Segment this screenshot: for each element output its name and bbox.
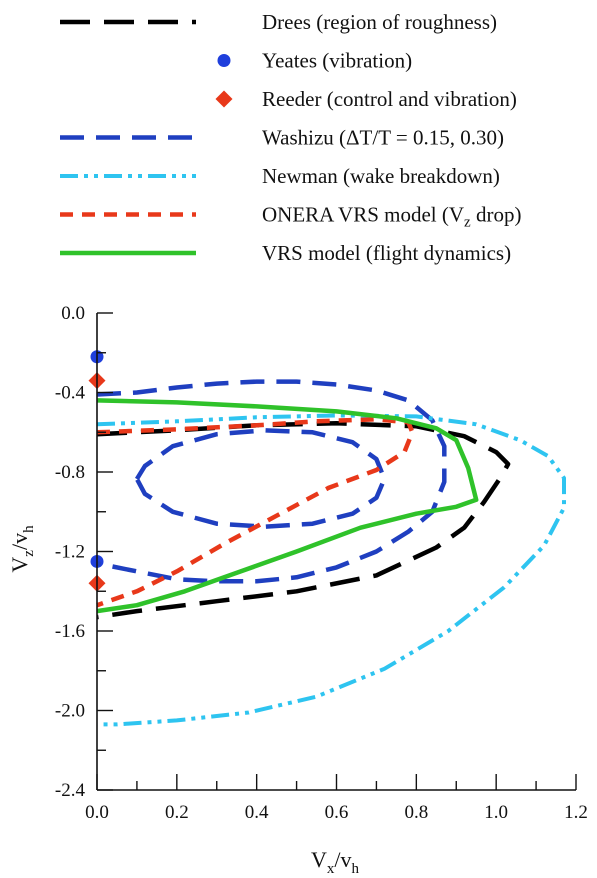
- washizu_outer-curve: [96, 379, 447, 584]
- legend-text-main: ONERA VRS model (V: [262, 203, 464, 227]
- onera-curve: [96, 417, 415, 608]
- legend-label-vrs: VRS model (flight dynamics): [262, 241, 511, 265]
- y-label-slash: /v: [7, 533, 32, 550]
- y-tick-label: -0.8: [55, 462, 85, 483]
- legend-item-washizu: Washizu (ΔT/T = 0.15, 0.30): [60, 126, 504, 150]
- y-tick-label: -1.2: [55, 542, 85, 563]
- x-tick-label: 0.4: [245, 802, 269, 823]
- legend-label-onera: ONERA VRS model (Vz drop): [262, 203, 521, 231]
- y-tick-label: -2.4: [55, 780, 86, 801]
- legend-item-drees: Drees (region of roughness): [60, 10, 497, 34]
- axes: 0.0 0.2 0.4 0.6 0.8 1.0 1.2 0.0 -0.4 -0.8 -1.2 -1.6…: [55, 303, 588, 823]
- x-label-slash: /v: [334, 847, 351, 872]
- y-axis-label: Vz/vh: [7, 525, 37, 573]
- y-tick-label: -1.6: [55, 621, 85, 642]
- legend-item-vrs: VRS model (flight dynamics): [60, 241, 511, 265]
- x-label-sub1: x: [327, 861, 335, 877]
- newman-curve: [96, 413, 566, 727]
- drees-curve: [96, 421, 511, 620]
- x-label-main: V: [311, 847, 327, 872]
- legend-label-drees: Drees (region of roughness): [262, 10, 497, 34]
- plot-area: 0.0 0.2 0.4 0.6 0.8 1.0 1.2 0.0 -0.4 -0.8 -1.2 -1.6…: [55, 303, 588, 823]
- legend-item-reeder: Reeder (control and vibration): [215, 87, 517, 111]
- legend-text-end: drop): [471, 203, 522, 227]
- legend-label-washizu: Washizu (ΔT/T = 0.15, 0.30): [262, 126, 504, 150]
- legend-item-newman: Newman (wake breakdown): [60, 164, 500, 188]
- y-label-main: V: [7, 557, 32, 573]
- y-tick-label: -2.0: [55, 701, 85, 722]
- y-tick-label: -0.4: [55, 383, 86, 404]
- series-layer: [88, 350, 566, 727]
- x-tick-label: 1.2: [564, 802, 588, 823]
- legend-label-yeates: Yeates (vibration): [262, 49, 412, 73]
- legend-swatch-reeder: [215, 90, 233, 108]
- washizu_inner-curve: [134, 428, 387, 529]
- y-label-sub1: z: [21, 550, 37, 557]
- legend-label-newman: Newman (wake breakdown): [262, 164, 500, 188]
- legend: Drees (region of roughness) Yeates (vibra…: [60, 10, 521, 265]
- vrs-curve: [96, 398, 479, 614]
- legend-item-yeates: Yeates (vibration): [217, 49, 412, 73]
- legend-text-sub: z: [464, 215, 471, 231]
- x-label-sub2: h: [352, 861, 360, 877]
- x-axis-label: Vx/vh: [311, 847, 360, 877]
- y-tick-label: 0.0: [61, 303, 85, 324]
- legend-label-reeder: Reeder (control and vibration): [262, 87, 517, 111]
- legend-item-onera: ONERA VRS model (Vz drop): [60, 203, 521, 231]
- x-tick-label: 0.6: [325, 802, 349, 823]
- y-label-sub2: h: [21, 525, 37, 533]
- legend-swatch-yeates: [217, 54, 231, 67]
- x-tick-label: 1.0: [484, 802, 508, 823]
- x-tick-label: 0.2: [165, 802, 189, 823]
- x-tick-label: 0.0: [85, 802, 109, 823]
- x-tick-label: 0.8: [404, 802, 428, 823]
